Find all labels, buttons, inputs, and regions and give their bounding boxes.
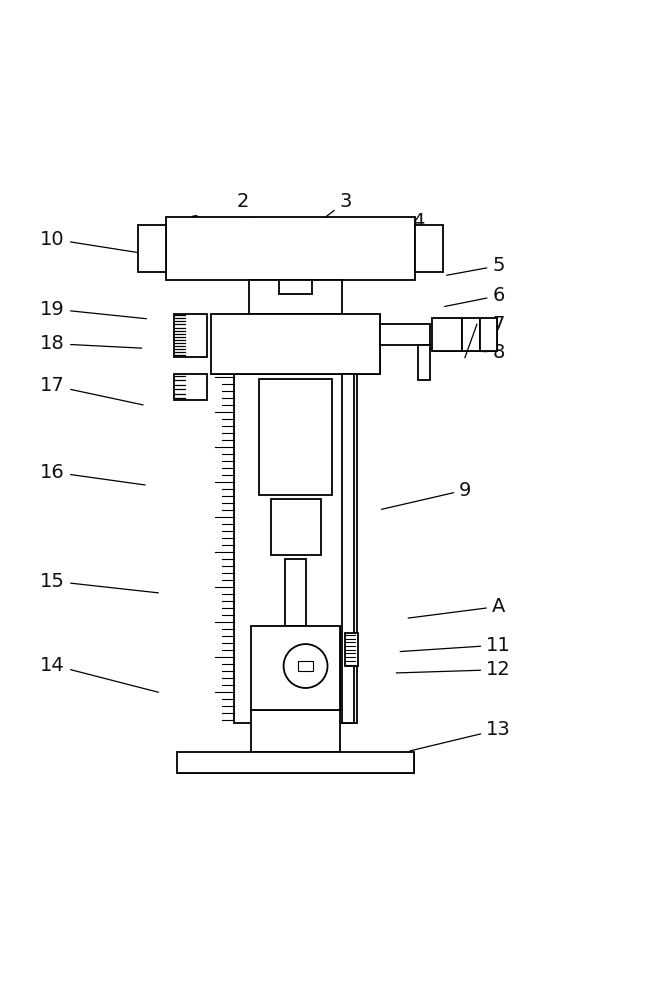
- Text: 3: 3: [315, 192, 352, 225]
- Bar: [177, 752, 414, 773]
- Text: 17: 17: [40, 376, 143, 405]
- Text: 9: 9: [381, 481, 472, 509]
- Bar: [298, 661, 313, 671]
- Text: 11: 11: [400, 636, 511, 655]
- Bar: [345, 633, 358, 666]
- Bar: [431, 318, 462, 351]
- Bar: [138, 225, 166, 272]
- Text: 10: 10: [40, 230, 143, 253]
- Bar: [251, 626, 340, 710]
- Text: 8: 8: [421, 343, 505, 362]
- Bar: [480, 318, 497, 351]
- Bar: [251, 626, 340, 710]
- Bar: [285, 559, 306, 626]
- Text: 4: 4: [403, 212, 425, 242]
- Text: 6: 6: [445, 286, 505, 306]
- Bar: [431, 318, 462, 351]
- Bar: [234, 374, 357, 723]
- Bar: [418, 345, 430, 380]
- Bar: [177, 752, 414, 773]
- Bar: [249, 280, 342, 314]
- Text: 16: 16: [40, 463, 145, 485]
- Text: 19: 19: [40, 300, 146, 319]
- Bar: [279, 280, 312, 294]
- Bar: [166, 217, 415, 280]
- Bar: [415, 225, 444, 272]
- Bar: [480, 318, 497, 351]
- Bar: [259, 379, 332, 495]
- Text: 12: 12: [396, 660, 511, 679]
- Bar: [171, 221, 410, 276]
- Text: 1: 1: [190, 214, 205, 243]
- Circle shape: [284, 644, 327, 688]
- Bar: [211, 314, 380, 374]
- Text: 2: 2: [236, 192, 252, 225]
- Bar: [462, 318, 480, 351]
- Bar: [174, 314, 207, 357]
- Bar: [342, 374, 354, 723]
- Bar: [270, 499, 321, 555]
- Bar: [380, 324, 430, 345]
- Bar: [251, 710, 340, 752]
- Bar: [174, 374, 207, 400]
- Text: 14: 14: [40, 656, 158, 692]
- Text: A: A: [408, 597, 505, 618]
- Text: 13: 13: [410, 720, 511, 751]
- Text: 7: 7: [444, 315, 505, 334]
- Text: 15: 15: [40, 572, 158, 593]
- Bar: [211, 314, 380, 374]
- Text: 5: 5: [447, 256, 505, 275]
- Text: 18: 18: [40, 334, 142, 353]
